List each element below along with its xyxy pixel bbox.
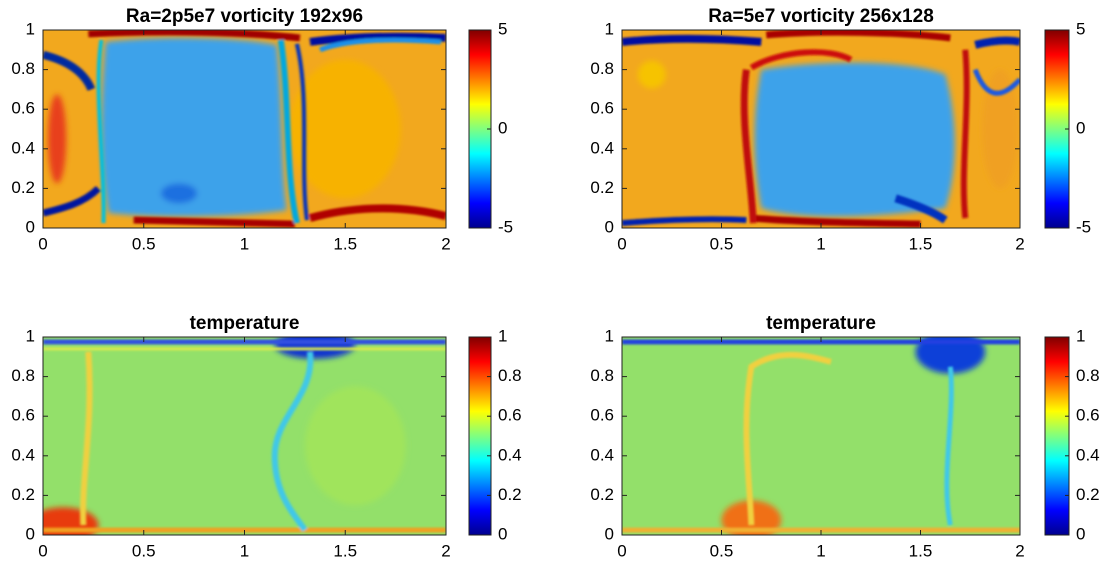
colorbar-tick-label: 5 — [1076, 19, 1085, 38]
x-tick-label: 0 — [38, 541, 47, 560]
x-tick-label: 1.5 — [909, 234, 933, 253]
x-tick-label: 2 — [1015, 234, 1024, 253]
x-tick-label: 0.5 — [710, 234, 734, 253]
y-tick-label: 0.6 — [590, 99, 614, 118]
y-tick-label: 1 — [605, 326, 614, 345]
x-tick-label: 0 — [617, 234, 626, 253]
x-tick-label: 0 — [617, 541, 626, 560]
colorbar-tick-label: 0.6 — [498, 406, 522, 425]
field-image — [43, 30, 447, 228]
x-tick-label: 0.5 — [710, 541, 734, 560]
y-tick-label: 0.4 — [590, 138, 614, 157]
colorbar-tick-label: -5 — [1076, 217, 1091, 236]
colorbar-tick-label: 0.4 — [498, 445, 522, 464]
chart-title: temperature — [766, 313, 876, 334]
y-tick-label: 0 — [605, 217, 614, 236]
y-tick-label: 0 — [605, 524, 614, 543]
field-image — [622, 337, 1021, 536]
colorbar-tick-label: -5 — [498, 217, 513, 236]
x-tick-label: 1.5 — [333, 541, 357, 560]
colorbar-tick-label: 0.2 — [498, 485, 522, 504]
y-tick-label: 1 — [26, 19, 35, 38]
chart-title: Ra=2p5e7 vorticity 192x96 — [126, 6, 363, 27]
x-tick-label: 1 — [240, 234, 249, 253]
y-tick-label: 0.2 — [11, 485, 35, 504]
x-tick-label: 2 — [441, 541, 450, 560]
y-tick-label: 0.2 — [590, 178, 614, 197]
y-tick-label: 0.4 — [590, 445, 614, 464]
y-tick-label: 1 — [605, 19, 614, 38]
x-tick-label: 1 — [816, 541, 825, 560]
y-tick-label: 0.6 — [11, 99, 35, 118]
x-tick-label: 0 — [38, 234, 47, 253]
x-tick-label: 0.5 — [132, 234, 156, 253]
colorbar-tick-label: 0.8 — [498, 366, 522, 385]
y-tick-label: 0 — [26, 217, 35, 236]
colorbar-tick-label: 5 — [498, 19, 507, 38]
x-tick-label: 1.5 — [333, 234, 357, 253]
colorbar-tick-label: 0.4 — [1076, 445, 1100, 464]
colorbar — [468, 336, 492, 536]
colorbar-tick-label: 0 — [498, 118, 507, 137]
field-image — [43, 337, 447, 536]
y-tick-label: 0.8 — [590, 366, 614, 385]
y-tick-label: 0.4 — [11, 445, 35, 464]
y-tick-label: 0.8 — [11, 59, 35, 78]
colorbar — [1044, 336, 1070, 536]
colorbar-tick-label: 0.8 — [1076, 366, 1100, 385]
x-tick-label: 1 — [816, 234, 825, 253]
colorbar-tick-label: 0 — [1076, 524, 1085, 543]
x-tick-label: 1.5 — [909, 541, 933, 560]
y-tick-label: 0.2 — [11, 178, 35, 197]
y-tick-label: 0.8 — [590, 59, 614, 78]
colorbar-tick-label: 1 — [1076, 326, 1085, 345]
field-image — [622, 30, 1021, 228]
y-tick-label: 0.4 — [11, 138, 35, 157]
colorbar-tick-label: 0 — [498, 524, 507, 543]
colorbar-tick-label: 0 — [1076, 118, 1085, 137]
colorbar-tick-label: 0.6 — [1076, 406, 1100, 425]
x-tick-label: 1 — [240, 541, 249, 560]
x-tick-label: 0.5 — [132, 541, 156, 560]
y-tick-label: 0.8 — [11, 366, 35, 385]
colorbar-tick-label: 1 — [498, 326, 507, 345]
colorbar-tick-label: 0.2 — [1076, 485, 1100, 504]
y-tick-label: 0.6 — [11, 406, 35, 425]
y-tick-label: 0 — [26, 524, 35, 543]
chart-title: temperature — [190, 313, 300, 334]
x-tick-label: 2 — [441, 234, 450, 253]
y-tick-label: 1 — [26, 326, 35, 345]
chart-title: Ra=5e7 vorticity 256x128 — [708, 6, 934, 27]
y-tick-label: 0.2 — [590, 485, 614, 504]
y-tick-label: 0.6 — [590, 406, 614, 425]
x-tick-label: 2 — [1015, 541, 1024, 560]
